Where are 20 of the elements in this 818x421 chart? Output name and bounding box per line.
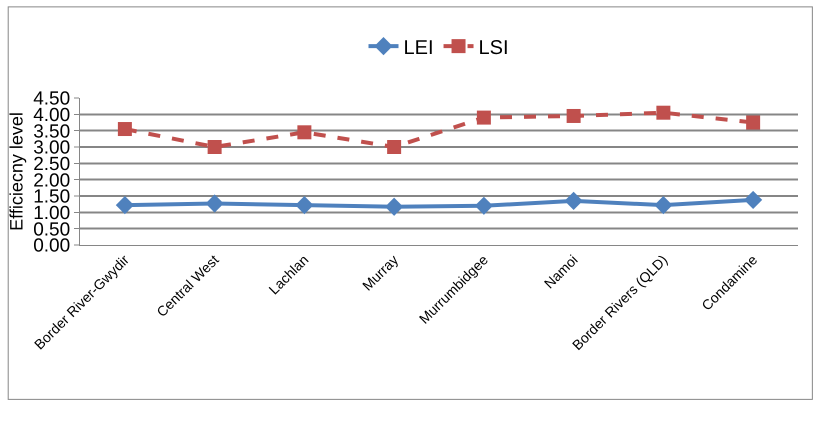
point <box>656 106 670 120</box>
point <box>385 198 404 216</box>
point <box>208 140 222 154</box>
y-tick-label: 0.00 <box>33 236 70 257</box>
point <box>744 190 762 210</box>
point <box>746 116 760 130</box>
legend-label: LSI <box>478 36 509 59</box>
point <box>206 194 224 213</box>
point <box>566 108 581 123</box>
legend-label: LEI <box>404 36 434 59</box>
point <box>387 140 402 154</box>
point <box>474 196 493 215</box>
y-axis-title: Efficiecny level <box>6 112 26 231</box>
point <box>476 110 491 125</box>
point <box>564 192 583 210</box>
point <box>116 196 134 214</box>
point <box>118 122 132 136</box>
point <box>654 196 672 214</box>
point <box>295 196 314 214</box>
point <box>297 125 312 140</box>
